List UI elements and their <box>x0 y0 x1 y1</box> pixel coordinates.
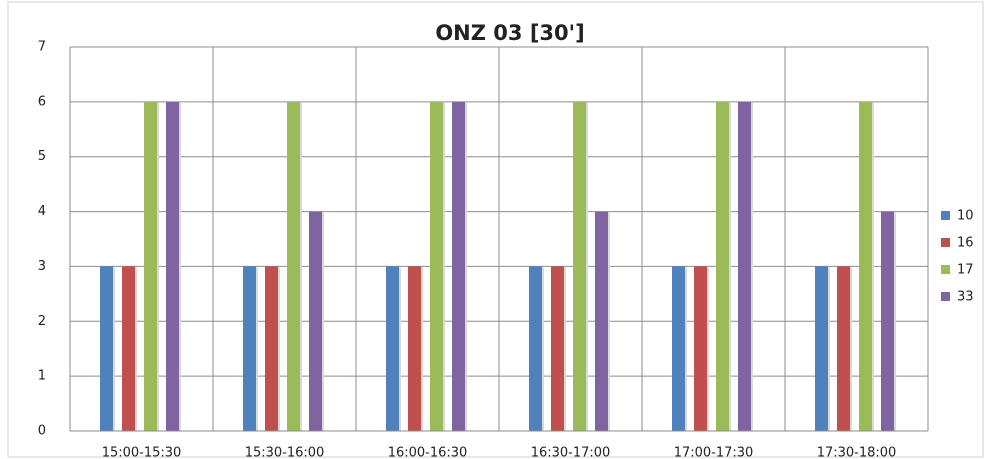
x-tick-label: 16:00-16:30 <box>388 446 468 459</box>
x-tick-label: 16:30-17:00 <box>531 446 611 459</box>
legend-label: 16 <box>957 236 974 251</box>
bar <box>551 266 564 431</box>
x-tick-label: 15:00-15:30 <box>102 446 182 459</box>
bar <box>837 266 850 431</box>
y-tick-label: 7 <box>38 40 46 55</box>
legend-label: 17 <box>957 263 974 278</box>
y-tick-label: 5 <box>38 149 46 164</box>
x-tick-label: 17:30-18:00 <box>817 446 897 459</box>
bar <box>243 266 256 431</box>
bar <box>430 101 443 431</box>
bar <box>452 101 465 431</box>
bar <box>309 211 322 431</box>
legend-label: 33 <box>957 290 974 305</box>
bar <box>881 211 894 431</box>
legend-swatch <box>941 238 950 247</box>
bar <box>287 101 300 431</box>
y-tick-label: 2 <box>38 314 46 329</box>
bar <box>100 266 113 431</box>
bar <box>166 101 179 431</box>
x-tick-label: 17:00-17:30 <box>674 446 754 459</box>
bar <box>859 101 872 431</box>
bar <box>738 101 751 431</box>
y-tick-label: 4 <box>38 204 46 219</box>
bar <box>716 101 729 431</box>
bar <box>265 266 278 431</box>
chart-title: ONZ 03 [30'] <box>435 21 584 45</box>
bar <box>694 266 707 431</box>
x-tick-label: 15:30-16:00 <box>245 446 325 459</box>
legend-swatch <box>941 292 950 301</box>
legend-swatch <box>941 265 950 274</box>
legend-label: 10 <box>957 209 974 224</box>
bar <box>529 266 542 431</box>
bar <box>408 266 421 431</box>
bar <box>144 101 157 431</box>
y-tick-label: 1 <box>38 369 46 384</box>
y-tick-label: 3 <box>38 259 46 274</box>
bar <box>122 266 135 431</box>
y-tick-label: 6 <box>38 94 46 109</box>
bar <box>672 266 685 431</box>
y-tick-label: 0 <box>38 424 46 439</box>
bar <box>386 266 399 431</box>
bar <box>573 101 586 431</box>
bar <box>815 266 828 431</box>
bar <box>595 211 608 431</box>
legend-swatch <box>941 211 950 220</box>
